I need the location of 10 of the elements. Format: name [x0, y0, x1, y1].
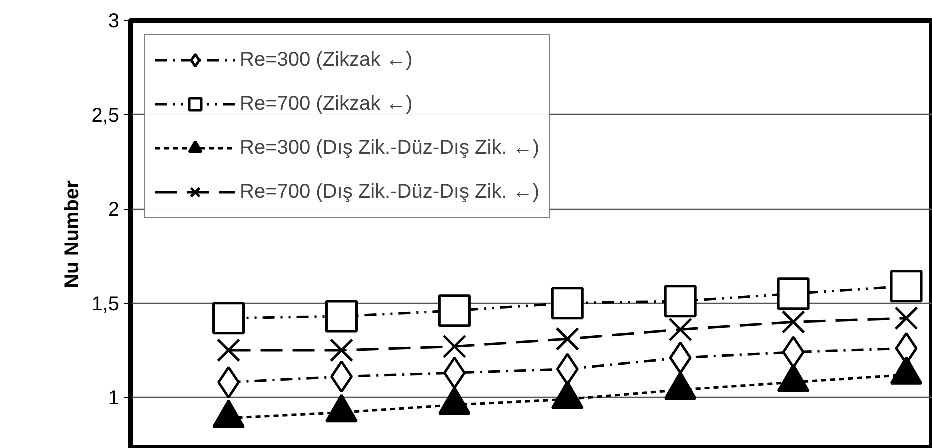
legend-label: Re=300 (Dış Zik.-Düz-Dış Zik. ←) — [240, 136, 540, 160]
y-tick-label: 1,5 — [92, 293, 120, 316]
y-axis-title: Nu Number — [62, 180, 84, 288]
y-tick-label: 3 — [108, 10, 120, 32]
y-tick-label: 2,5 — [92, 104, 120, 127]
legend-label: Re=300 (Zikzak ←) — [240, 48, 413, 72]
legend-label: Re=700 (Zikzak ←) — [240, 92, 413, 116]
y-tick-label: 2 — [108, 199, 120, 222]
y-tick-label: 1 — [108, 388, 120, 410]
legend-label: Re=700 (Dış Zik.-Düz-Dış Zik. ←) — [240, 180, 540, 204]
